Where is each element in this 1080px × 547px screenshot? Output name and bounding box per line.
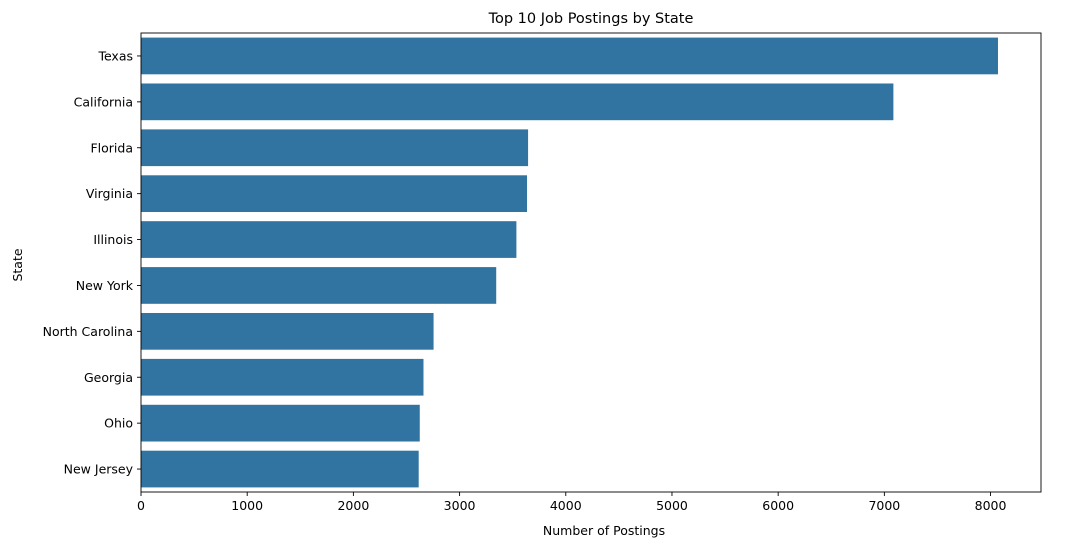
x-tick-label: 2000: [337, 498, 369, 513]
plot-frame: [140, 32, 1042, 493]
bar-virginia: [141, 175, 528, 213]
y-tick-label: New York: [76, 278, 134, 293]
y-tick-label: North Carolina: [43, 324, 133, 339]
x-axis-label: Number of Postings: [543, 523, 665, 538]
y-tick-labels: Texas California Florida Virginia Illinois Ne…: [43, 48, 141, 477]
bar-ohio: [141, 404, 420, 442]
y-tick-label: Ohio: [104, 416, 133, 431]
bar-florida: [141, 129, 529, 167]
x-tick-label: 6000: [762, 498, 794, 513]
x-tick-label: 0: [137, 498, 145, 513]
bar-texas: [141, 37, 998, 75]
y-tick-label: Florida: [90, 140, 133, 155]
chart-title: Top 10 Job Postings by State: [488, 11, 694, 27]
x-tick-label: 3000: [444, 498, 476, 513]
bars-group: [141, 37, 998, 488]
y-axis-label: State: [10, 248, 25, 281]
y-tick-label: New Jersey: [64, 462, 134, 477]
bar-new-jersey: [141, 450, 419, 488]
bar-illinois: [141, 221, 517, 258]
y-tick-label: Georgia: [84, 370, 133, 385]
x-tick-label: 8000: [975, 498, 1007, 513]
y-tick-label: Virginia: [86, 186, 133, 201]
bar-california: [141, 83, 894, 121]
x-tick-label: 1000: [231, 498, 263, 513]
x-tick-labels: 0 1000 2000 3000 4000 5000 6000 7000 8000: [137, 492, 1007, 513]
x-tick-label: 7000: [868, 498, 900, 513]
x-tick-label: 5000: [656, 498, 688, 513]
y-tick-label: Texas: [97, 48, 133, 63]
bar-georgia: [141, 358, 424, 396]
x-tick-label: 4000: [550, 498, 582, 513]
y-tick-label: California: [74, 94, 133, 109]
bar-new-york: [141, 267, 497, 304]
bar-north-carolina: [141, 312, 434, 350]
y-tick-label: Illinois: [93, 232, 133, 247]
